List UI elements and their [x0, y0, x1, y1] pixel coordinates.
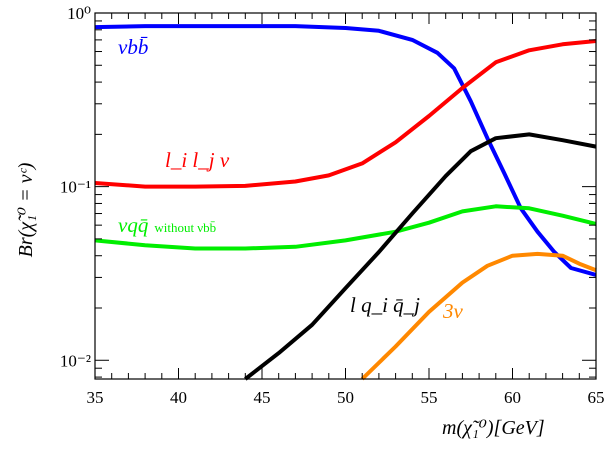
x-axis-title: m(χ̃₁⁰)[GeV] — [442, 417, 545, 439]
series-label-lilnu: l_i l_j ν — [165, 148, 230, 172]
tick-layer: 35 40 45 50 55 60 65 10⁻² 10⁻¹ 10⁰ — [60, 4, 604, 407]
series-label-3nu: 3ν — [442, 299, 464, 323]
y-tick-label: 10⁻² — [60, 351, 91, 370]
x-tick-label: 35 — [87, 388, 104, 407]
x-tick-label: 65 — [588, 388, 604, 407]
series-line-1 — [94, 39, 597, 189]
series-line-3 — [244, 132, 597, 381]
x-tick-label: 40 — [170, 388, 187, 407]
plot-frame — [94, 12, 597, 380]
y-tick-label: 10⁻¹ — [60, 178, 91, 197]
series-label-nubb: νbb̄ — [118, 35, 148, 59]
x-tick-label: 60 — [504, 388, 521, 407]
series-line-4 — [360, 251, 597, 381]
series-line-0 — [94, 24, 597, 277]
x-tick-label: 55 — [421, 388, 438, 407]
y-axis-title: Br(χ̃₁⁰ = νᶜ) — [15, 162, 37, 257]
series-layer — [94, 24, 597, 381]
series-label-lqq: l q_i q̄_j — [350, 293, 420, 317]
x-tick-label: 45 — [254, 388, 271, 407]
series-label-nuqq: νqq̄ without νbb̄ — [118, 213, 216, 237]
x-tick-label: 50 — [337, 388, 354, 407]
y-tick-label: 10⁰ — [67, 4, 91, 23]
